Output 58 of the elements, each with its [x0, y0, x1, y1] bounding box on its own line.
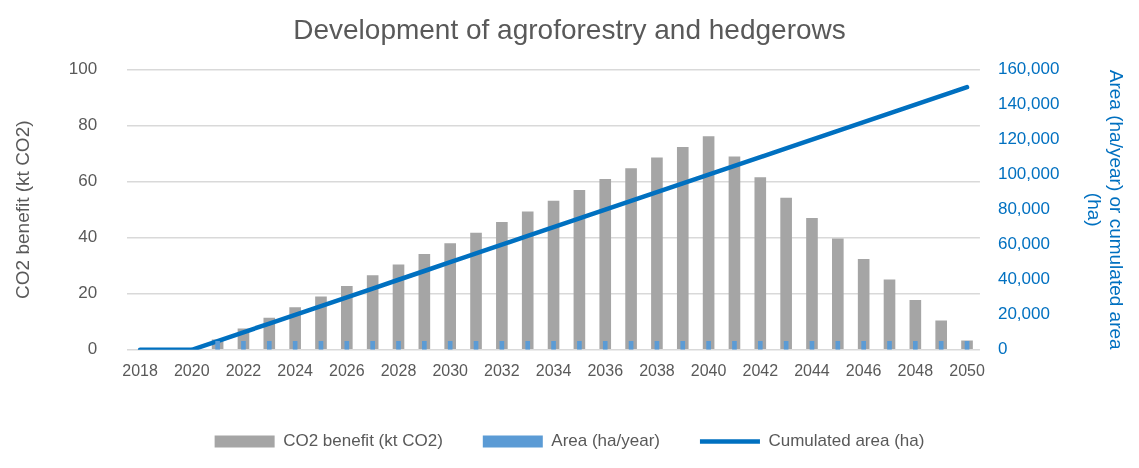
y2-tick-label: 160,000	[997, 59, 1060, 79]
y-tick-label: 40	[78, 227, 98, 247]
bar	[754, 177, 767, 350]
y2-tick-label: 20,000	[997, 304, 1050, 324]
y2-tick-label: 0	[997, 339, 1008, 359]
x-tick-label: 2026	[329, 361, 365, 379]
bar	[651, 157, 663, 350]
x-tick-label: 2036	[587, 361, 624, 379]
bar	[625, 168, 637, 350]
x-tick-label: 2034	[535, 361, 572, 379]
bar	[832, 238, 844, 350]
bar	[599, 178, 612, 350]
x-tick-label: 2050	[949, 361, 985, 379]
x-tick-label: 2028	[380, 361, 417, 379]
y-axis-title: CO2 benefit (kt CO2)	[11, 120, 33, 299]
x-tick-label: 2042	[742, 361, 779, 379]
bar	[521, 211, 534, 350]
x-tick-label: 2022	[225, 361, 262, 379]
x-tick-label: 2048	[897, 361, 934, 379]
y2-tick-label: 80,000	[997, 199, 1050, 219]
y-tick-label: 100	[68, 59, 98, 79]
bar	[909, 299, 922, 350]
y-tick-label: 0	[87, 339, 98, 359]
legend-label: Area (ha/year)	[551, 431, 660, 451]
bar	[547, 200, 560, 350]
y2-tick-label: 100,000	[997, 164, 1060, 184]
y2-tick-label: 120,000	[997, 129, 1060, 149]
bar	[857, 259, 870, 350]
bar	[444, 243, 456, 350]
y2-axis-title: Area (ha/year) or cumulated area (ha)	[1083, 69, 1128, 351]
x-tick-label: 2032	[484, 361, 520, 379]
bar	[496, 222, 508, 350]
x-tick-label: 2020	[173, 361, 210, 379]
x-tick-label: 2030	[432, 361, 469, 379]
legend-label: CO2 benefit (kt CO2)	[283, 431, 443, 451]
y2-tick-label: 140,000	[997, 94, 1060, 114]
bar	[780, 197, 792, 350]
x-tick-label: 2040	[690, 361, 727, 379]
chart-title: Development of agroforestry and hedgerows	[293, 13, 846, 45]
y-tick-label: 80	[78, 115, 98, 135]
x-tick-label: 2018	[122, 361, 158, 379]
bar	[418, 253, 431, 350]
bar	[806, 218, 818, 350]
y2-tick-label: 60,000	[997, 234, 1050, 254]
y2-tick-label: 40,000	[997, 269, 1050, 289]
y-tick-label: 20	[78, 283, 98, 303]
y-tick-label: 60	[78, 171, 98, 191]
x-tick-label: 2024	[277, 361, 314, 379]
x-tick-label: 2046	[845, 361, 882, 379]
x-tick-label: 2038	[639, 361, 675, 379]
bar	[573, 190, 586, 350]
bar	[702, 136, 715, 350]
bar	[470, 232, 482, 350]
bar	[728, 156, 741, 350]
legend-label: Cumulated area (ha)	[768, 431, 925, 451]
bar	[883, 279, 896, 350]
bar	[676, 146, 689, 350]
x-tick-label: 2044	[794, 361, 830, 379]
